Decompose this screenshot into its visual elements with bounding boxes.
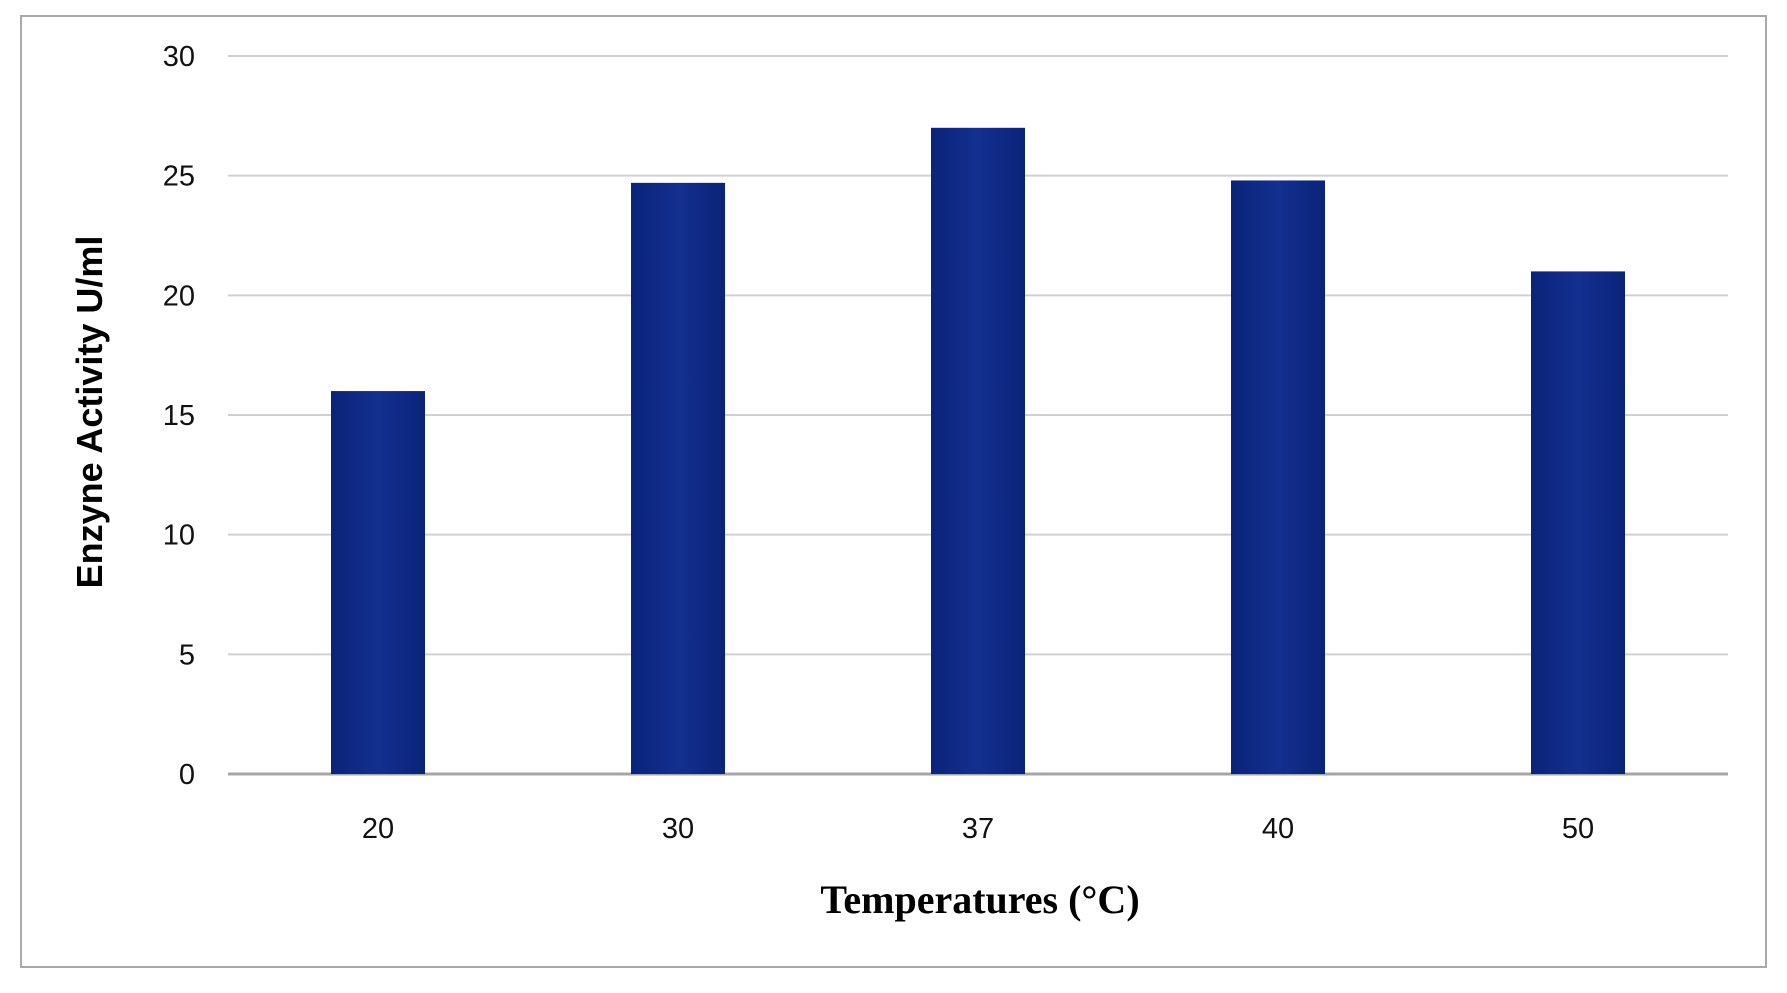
bars: [331, 127, 1625, 775]
bar-20: [331, 391, 425, 774]
bar-40: [1231, 180, 1325, 774]
chart-frame: [20, 15, 1767, 968]
y-tick-label: 15: [163, 400, 195, 432]
x-tick-label: 37: [962, 813, 994, 845]
x-tick-label: 40: [1262, 813, 1294, 845]
bar-50: [1531, 271, 1625, 774]
x-tick-label: 50: [1562, 813, 1594, 845]
y-tick-label: 30: [163, 41, 195, 73]
bar-30: [631, 182, 725, 774]
y-tick-label: 25: [163, 161, 195, 193]
y-tick-label: 0: [179, 759, 195, 791]
y-tick-labels: 0 5 10 15 20 25 30: [163, 41, 195, 791]
y-tick-label: 5: [179, 639, 195, 671]
x-tick-labels: 20 30 37 40 50: [362, 813, 1594, 845]
x-tick-label: 30: [662, 813, 694, 845]
x-axis-title: Temperatures (°C): [820, 877, 1139, 922]
y-tick-label: 10: [163, 520, 195, 552]
x-tick-label: 20: [362, 813, 394, 845]
y-tick-label: 20: [163, 280, 195, 312]
y-axis-title: Enzyne Activity U/ml: [69, 236, 110, 589]
bar-37: [931, 127, 1025, 775]
